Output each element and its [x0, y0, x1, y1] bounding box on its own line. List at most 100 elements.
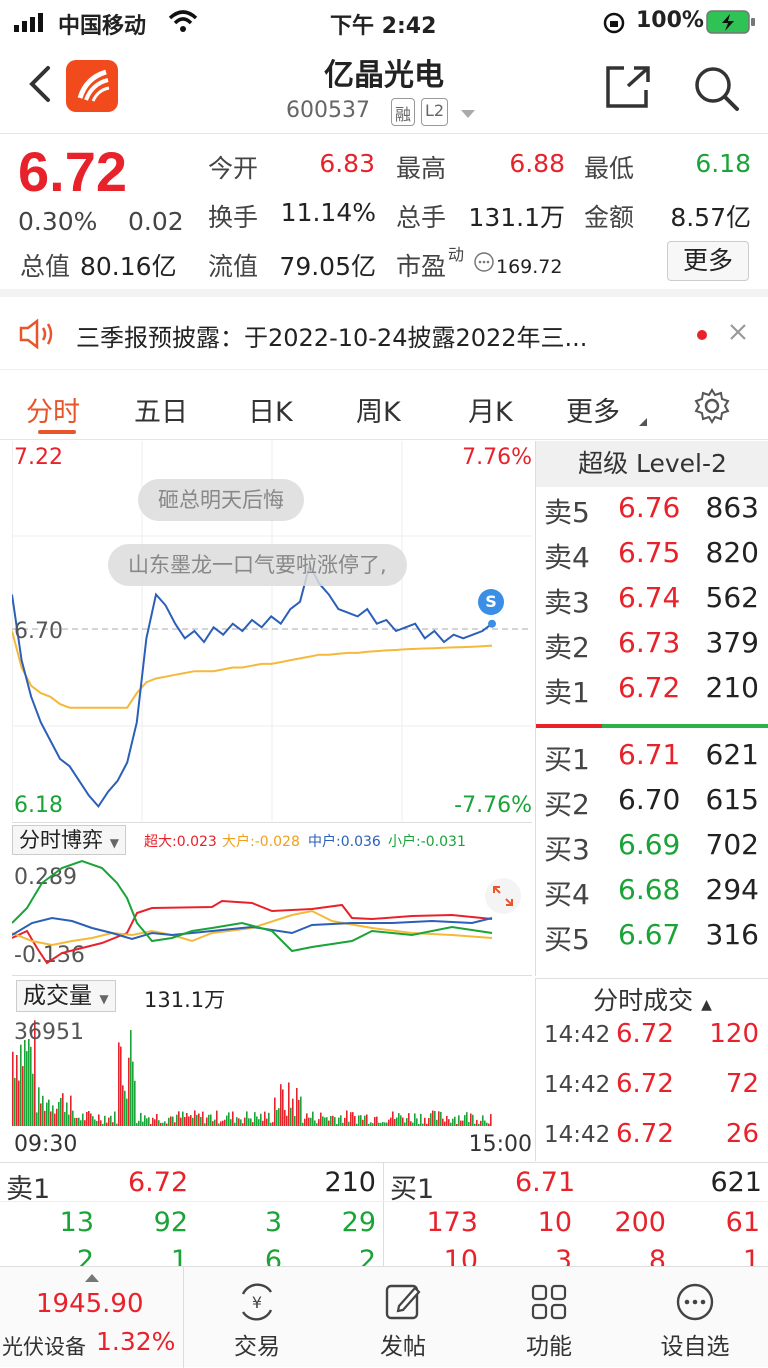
- volume-bar: [402, 1117, 404, 1126]
- volume-bar: [304, 1118, 306, 1126]
- dropdown-icon[interactable]: [459, 108, 477, 120]
- share-icon[interactable]: [604, 64, 652, 110]
- volume-bar: [468, 1122, 470, 1126]
- notice-bar[interactable]: 三季报预披露：于2022-10-24披露2022年三...: [0, 298, 768, 370]
- ask-row: 卖3 6.74 562: [544, 581, 759, 619]
- comment-bubble[interactable]: 山东墨龙一口气要啦涨停了,: [108, 544, 407, 586]
- volume-bar: [86, 1112, 88, 1126]
- nav-post[interactable]: 发帖: [348, 1281, 458, 1361]
- quote-panel: 6.72 0.30% 0.02 总值 80.16亿 今开 6.83 最高 6.8…: [0, 135, 768, 297]
- volume-bar: [96, 1121, 98, 1126]
- volume-bar: [434, 1111, 436, 1126]
- volume-bar: [52, 1105, 54, 1126]
- volume-bar: [290, 1107, 292, 1126]
- volume-bar: [384, 1122, 386, 1126]
- order-book: 超级 Level-2 卖5 6.76 863 卖4 6.75 820 卖3 6.74 562…: [535, 441, 768, 976]
- back-arrow-icon[interactable]: [26, 64, 56, 104]
- volume-bar: [268, 1112, 270, 1126]
- volume-bar: [390, 1117, 392, 1126]
- intraday-chart[interactable]: 7.22 7.76% 6.70 6.18 -7.76% 砸总明天后悔 山东墨龙一…: [12, 441, 532, 821]
- tab-weekly-k[interactable]: 周K: [356, 397, 401, 428]
- volume-bar: [286, 1115, 288, 1126]
- fund-flow-chart[interactable]: 分时博弈 ▼ 超大:0.023 大户:-0.028 中户:0.036 小户:-0…: [12, 822, 532, 972]
- speaker-icon: [19, 318, 53, 350]
- volume-bar: [244, 1117, 246, 1126]
- bottom-tab-bar: 1945.90 光伏设备 1.32% ¥ 交易 发帖 功能 设自选: [0, 1266, 768, 1368]
- comment-bubble[interactable]: 砸总明天后悔: [138, 479, 304, 521]
- tab-daily-k[interactable]: 日K: [248, 397, 293, 428]
- volume-max: 36951: [14, 1020, 84, 1045]
- fund-flow-selector[interactable]: 分时博弈 ▼: [12, 825, 126, 855]
- volume-bar: [256, 1116, 258, 1126]
- volume-bar: [254, 1112, 256, 1126]
- open-label: 今开: [208, 154, 259, 183]
- info-icon[interactable]: [473, 251, 495, 273]
- volume-bar: [424, 1117, 426, 1126]
- volume-bar: [80, 1120, 82, 1126]
- app-logo: [66, 60, 118, 112]
- volume-bar: [50, 1111, 52, 1126]
- game-y-top: 0.289: [14, 865, 77, 890]
- volume-bar: [186, 1113, 188, 1126]
- nav-functions[interactable]: 功能: [494, 1281, 604, 1361]
- nav-watchlist[interactable]: 设自选: [640, 1281, 750, 1361]
- close-icon[interactable]: [728, 322, 748, 342]
- fund-flow-label: 分时博弈: [19, 828, 103, 852]
- volume-bar: [274, 1097, 276, 1126]
- time-end: 15:00: [468, 1132, 532, 1157]
- volume-bar: [458, 1115, 460, 1126]
- volume-bar: [68, 1114, 70, 1126]
- volume-bar: [288, 1082, 290, 1126]
- volume-bar: [356, 1123, 358, 1126]
- tab-five-day[interactable]: 五日: [134, 397, 188, 428]
- level2-tag: L2: [421, 98, 449, 126]
- nav-trade[interactable]: ¥ 交易: [202, 1281, 312, 1361]
- sell-signal-marker[interactable]: S: [478, 589, 504, 615]
- stock-name: 亿晶光电: [324, 58, 444, 93]
- volume-bar: [320, 1112, 322, 1126]
- index-ticker[interactable]: 1945.90 光伏设备 1.32%: [0, 1267, 184, 1368]
- settings-gear-icon[interactable]: [694, 388, 730, 424]
- volume-bar: [38, 1087, 40, 1126]
- tick-header[interactable]: 分时成交 ▲: [593, 986, 712, 1015]
- big-flow-line: [12, 909, 493, 947]
- volume-bar: [362, 1119, 364, 1126]
- volume-bar: [360, 1115, 362, 1126]
- volume-bar: [138, 1120, 140, 1126]
- volume-bar: [380, 1122, 382, 1126]
- volume-bar: [234, 1122, 236, 1126]
- bid-row: 买4 6.68 294: [544, 873, 759, 911]
- change-pct: 0.30%: [18, 207, 98, 236]
- search-icon[interactable]: [692, 64, 740, 112]
- volume-bar: [158, 1120, 160, 1126]
- volume-bar: [192, 1117, 194, 1126]
- tab-monthly-k[interactable]: 月K: [468, 397, 513, 428]
- volume-bar: [396, 1117, 398, 1126]
- battery-pct: 100%: [636, 8, 704, 33]
- y-axis-mid: 6.70: [14, 619, 63, 644]
- sell-ratio-bar: [536, 724, 602, 728]
- volume-bar: [252, 1122, 254, 1126]
- turnover-value: 11.14%: [280, 198, 376, 227]
- volume-bar: [272, 1122, 274, 1126]
- volume-bar: [298, 1099, 300, 1126]
- volume-bar: [162, 1122, 164, 1126]
- total-value: 80.16亿: [80, 252, 177, 281]
- tab-more[interactable]: 更多: [566, 397, 620, 428]
- volume-bar: [378, 1122, 380, 1126]
- more-button[interactable]: 更多: [667, 241, 749, 281]
- index-name: 光伏设备: [2, 1335, 86, 1359]
- volume-bar: [260, 1113, 262, 1126]
- volume-bar: [116, 1123, 118, 1126]
- volume-bar: [102, 1123, 104, 1126]
- volume-bar: [300, 1096, 302, 1126]
- volume-bar: [334, 1117, 336, 1126]
- volume-selector[interactable]: 成交量 ▼: [16, 980, 116, 1012]
- order-book-header[interactable]: 超级 Level-2: [536, 441, 768, 487]
- volume-bar: [190, 1115, 192, 1126]
- volume-chart[interactable]: 成交量 ▼ 131.1万 36951 09:30 15:00: [12, 975, 532, 1160]
- tick-list[interactable]: 分时成交 ▲ 14:42 6.72 120 14:42 6.72 72 14:42 6.7…: [535, 978, 768, 1161]
- rotation-lock-icon: [603, 12, 625, 34]
- expand-icon[interactable]: [484, 877, 522, 915]
- tab-intraday[interactable]: 分时: [26, 397, 80, 428]
